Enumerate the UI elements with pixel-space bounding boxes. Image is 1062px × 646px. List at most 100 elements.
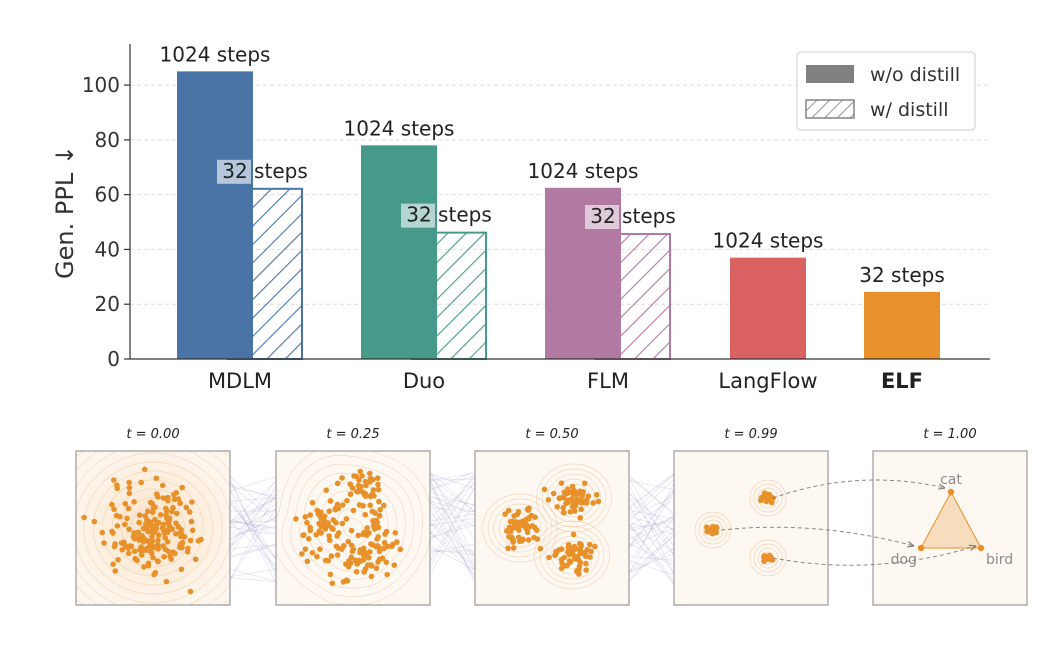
sample-point — [49, 553, 55, 559]
flow-lines — [229, 470, 675, 585]
sample-point — [325, 522, 331, 529]
sample-point — [347, 481, 354, 488]
sample-point — [374, 475, 381, 481]
flow-line — [229, 503, 277, 561]
sample-point — [152, 516, 158, 523]
sample-point — [351, 473, 357, 479]
flow-line — [628, 497, 675, 556]
sample-point — [520, 536, 527, 543]
x-ticks: MDLM Duo FLM LangFlow ELF — [208, 369, 923, 393]
simplex-vertex — [977, 544, 985, 552]
sample-point — [114, 482, 120, 488]
flow-line — [628, 515, 675, 546]
flow-line — [429, 500, 476, 574]
sample-point — [112, 568, 119, 574]
label-backdrop — [585, 205, 619, 229]
density-contour — [281, 454, 423, 597]
sample-point — [317, 546, 323, 553]
sample-point — [565, 497, 572, 504]
flow-line — [429, 522, 476, 556]
flow-line — [429, 474, 476, 540]
sample-point — [583, 497, 590, 503]
density-contour — [541, 468, 607, 528]
legend-label-hatched: w/ distill — [870, 99, 949, 121]
sample-point — [583, 567, 590, 573]
x-tick-label: Duo — [403, 369, 445, 393]
density-contour — [753, 483, 783, 513]
sample-point — [155, 546, 162, 552]
sample-point — [309, 499, 316, 506]
sample-point — [304, 558, 311, 565]
sample-point — [179, 544, 185, 551]
bar-value-label: 32 steps — [406, 203, 492, 227]
sample-point — [170, 504, 176, 511]
x-tick-label: MDLM — [208, 369, 272, 393]
flow-line — [229, 516, 277, 541]
flow-line — [628, 532, 675, 585]
sample-point — [397, 546, 404, 553]
label-backdrop — [217, 159, 251, 184]
sample-point — [326, 533, 332, 539]
flow-line — [229, 518, 277, 535]
density-contour — [342, 517, 363, 538]
sample-point — [101, 540, 107, 546]
sample-point — [561, 510, 567, 516]
y-tick-label: 80 — [95, 128, 120, 152]
flow-line — [229, 545, 277, 558]
sample-point — [359, 473, 365, 479]
sample-point — [109, 501, 115, 508]
sample-point — [362, 511, 369, 518]
flow-line — [229, 520, 277, 567]
sample-point — [765, 556, 772, 563]
bar-chart: 0 20 40 60 80 100 MDLM Duo FLM LangFlow ELF 1024 … — [51, 42, 990, 393]
sample-point — [111, 543, 118, 550]
flow-line — [628, 474, 675, 516]
density-contour — [545, 530, 599, 580]
sample-point — [362, 478, 369, 485]
sample-point — [506, 533, 512, 540]
sample-point — [537, 545, 544, 552]
sample-point — [357, 468, 364, 475]
sample-point — [546, 554, 552, 561]
flow-line — [628, 560, 675, 576]
sample-point — [510, 523, 517, 530]
sample-point — [569, 503, 576, 510]
flow-line — [429, 496, 476, 566]
sample-point — [510, 545, 517, 551]
sample-point — [370, 487, 377, 493]
sample-point — [145, 508, 151, 515]
flow-line — [429, 502, 476, 528]
sample-point — [758, 497, 764, 504]
sample-point — [558, 480, 565, 486]
panel-content — [694, 479, 787, 577]
density-contour — [694, 511, 732, 549]
x-tick-label: FLM — [587, 369, 629, 393]
sample-point — [590, 500, 596, 506]
flow-line — [628, 491, 675, 566]
flow-line — [229, 543, 277, 557]
sample-point — [564, 486, 571, 493]
sample-point — [181, 534, 188, 540]
density-contour — [749, 479, 787, 517]
sample-point — [302, 546, 309, 552]
simplex-vertex — [917, 544, 925, 552]
flow-line — [229, 484, 277, 522]
sample-point — [376, 498, 382, 505]
sample-point — [138, 544, 144, 551]
flow-line — [628, 473, 675, 510]
panel-simplex: cat dog bird t = 1.00 — [872, 427, 1028, 606]
flow-line — [229, 577, 277, 582]
panel-content — [482, 463, 612, 590]
flow-line — [429, 483, 476, 518]
sample-point — [136, 519, 142, 526]
flow-line — [628, 479, 675, 522]
sample-point — [178, 566, 185, 573]
flow-line — [628, 480, 675, 490]
flow-line — [429, 485, 476, 562]
sample-point — [528, 512, 535, 519]
sample-point — [328, 553, 335, 559]
density-contour — [276, 451, 430, 605]
sample-point — [573, 546, 579, 552]
sample-point — [143, 545, 150, 552]
